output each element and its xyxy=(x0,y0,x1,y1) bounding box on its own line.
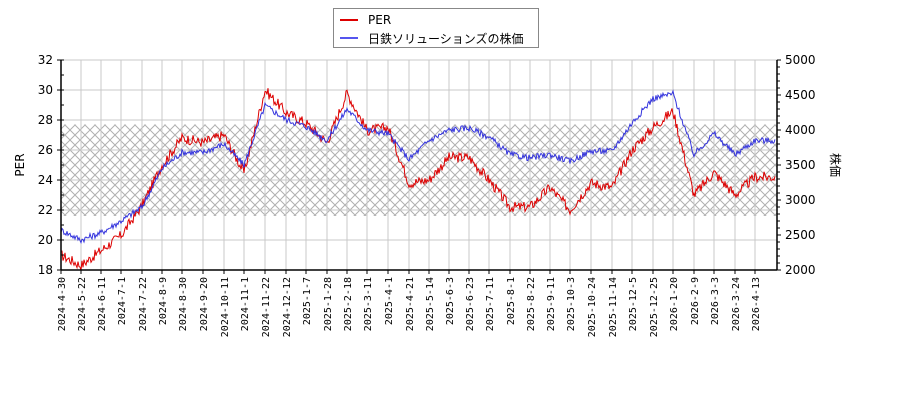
legend-item-per: PER xyxy=(340,12,391,28)
svg-text:2026-3-24: 2026-3-24 xyxy=(731,277,742,331)
svg-text:22: 22 xyxy=(38,203,53,217)
legend-label-per: PER xyxy=(368,13,392,27)
svg-text:2025-5-14: 2025-5-14 xyxy=(425,277,436,331)
svg-text:2000: 2000 xyxy=(785,263,816,277)
svg-text:2025-6-3: 2025-6-3 xyxy=(445,277,456,325)
svg-text:2025-11-14: 2025-11-14 xyxy=(608,277,619,337)
svg-text:28: 28 xyxy=(38,113,53,127)
svg-text:5000: 5000 xyxy=(785,53,816,67)
legend-label-stock: 日鉄ソリューションズの株価 xyxy=(368,31,524,46)
svg-text:3500: 3500 xyxy=(785,158,816,172)
svg-text:2024-9-20: 2024-9-20 xyxy=(199,277,210,331)
y-axis-label-right: 株価 xyxy=(828,153,843,177)
svg-text:2025-12-5: 2025-12-5 xyxy=(628,277,639,331)
svg-text:2024-7-22: 2024-7-22 xyxy=(138,277,149,331)
svg-text:2025-6-23: 2025-6-23 xyxy=(465,277,476,331)
chart-legend: PER 日鉄ソリューションズの株価 xyxy=(333,8,539,48)
svg-text:2025-2-18: 2025-2-18 xyxy=(343,277,354,331)
svg-text:2024-6-11: 2024-6-11 xyxy=(97,277,108,331)
svg-text:2024-5-22: 2024-5-22 xyxy=(77,277,88,331)
stock-price-line xyxy=(60,89,776,244)
svg-text:2025-1-7: 2025-1-7 xyxy=(302,277,313,325)
svg-text:2024-7-1: 2024-7-1 xyxy=(117,277,128,325)
svg-text:2025-1-28: 2025-1-28 xyxy=(323,277,334,331)
svg-text:2025-10-24: 2025-10-24 xyxy=(587,277,598,337)
y-axis-label-left: PER xyxy=(13,153,27,176)
svg-text:2025-12-25: 2025-12-25 xyxy=(649,277,660,337)
svg-text:2024-11-22: 2024-11-22 xyxy=(261,277,272,337)
svg-text:20: 20 xyxy=(38,233,53,247)
svg-text:2026-4-13: 2026-4-13 xyxy=(751,277,762,331)
svg-text:2025-10-3: 2025-10-3 xyxy=(566,277,577,331)
left-axis-ticks: 18 20 22 24 26 28 30 32 xyxy=(38,53,64,277)
svg-text:2024-10-11: 2024-10-11 xyxy=(220,277,231,337)
svg-text:2025-4-1: 2025-4-1 xyxy=(384,277,395,325)
svg-text:2024-8-30: 2024-8-30 xyxy=(178,277,189,331)
svg-text:2025-8-22: 2025-8-22 xyxy=(526,277,537,331)
x-axis-ticks: 2024-4-30 2024-5-22 2024-6-11 2024-7-1 2024-… xyxy=(57,270,762,337)
svg-text:2026-2-9: 2026-2-9 xyxy=(690,277,701,325)
per-line xyxy=(60,88,776,271)
svg-text:2024-4-30: 2024-4-30 xyxy=(57,277,68,331)
svg-text:2500: 2500 xyxy=(785,228,816,242)
svg-text:24: 24 xyxy=(38,173,53,187)
legend-swatch-stock xyxy=(340,37,358,39)
svg-text:26: 26 xyxy=(38,143,53,157)
svg-text:4500: 4500 xyxy=(785,88,816,102)
svg-text:3000: 3000 xyxy=(785,193,816,207)
right-axis-ticks: 2000 2500 3000 3500 4000 4500 5000 xyxy=(777,53,816,277)
legend-swatch-per xyxy=(340,19,358,21)
svg-text:2025-7-11: 2025-7-11 xyxy=(485,277,496,331)
svg-text:32: 32 xyxy=(38,53,53,67)
svg-text:30: 30 xyxy=(38,83,53,97)
svg-text:2026-1-20: 2026-1-20 xyxy=(669,277,680,331)
svg-text:2025-8-1: 2025-8-1 xyxy=(506,277,517,325)
series-lines xyxy=(60,88,776,271)
svg-text:2024-11-1: 2024-11-1 xyxy=(240,277,251,331)
svg-text:4000: 4000 xyxy=(785,123,816,137)
svg-text:2026-3-3: 2026-3-3 xyxy=(710,277,721,325)
hatched-band xyxy=(61,124,777,216)
svg-text:2024-12-12: 2024-12-12 xyxy=(282,277,293,337)
legend-item-stock: 日鉄ソリューションズの株価 xyxy=(340,30,524,46)
svg-text:2025-4-21: 2025-4-21 xyxy=(405,277,416,331)
svg-text:18: 18 xyxy=(38,263,53,277)
svg-text:2025-3-11: 2025-3-11 xyxy=(363,277,374,331)
svg-text:2024-8-9: 2024-8-9 xyxy=(158,277,169,325)
svg-text:2025-9-11: 2025-9-11 xyxy=(546,277,557,331)
